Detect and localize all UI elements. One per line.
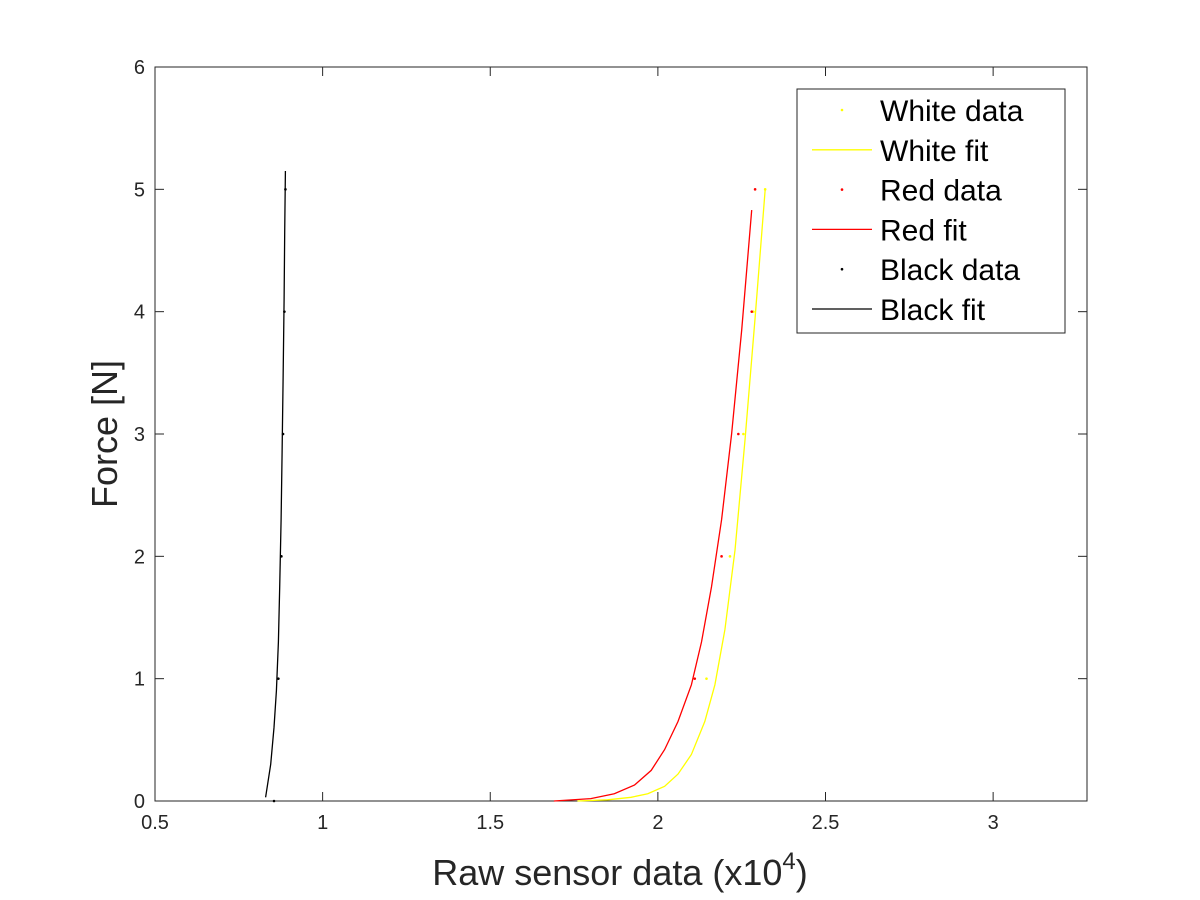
series-layer xyxy=(264,170,767,803)
black-fit-line xyxy=(264,170,287,798)
y-tick-label: 4 xyxy=(134,302,145,324)
black-data-point xyxy=(272,799,276,803)
white-data-point xyxy=(742,432,745,436)
red-data-point xyxy=(753,188,757,191)
legend-swatch-white-data xyxy=(840,108,844,112)
legend-label-white-data: White data xyxy=(880,95,1024,128)
black-data-point xyxy=(277,677,280,680)
ticks: 0.5 1 1.5 2 2.5 3 0 1 2 3 4 5 6 xyxy=(134,57,1087,834)
x-axis-title-suffix: ) xyxy=(796,852,808,893)
y-tick-label: 3 xyxy=(134,424,145,446)
x-tick-label: 1.5 xyxy=(476,812,504,834)
red-fit-line xyxy=(553,210,753,802)
x-tick-label: 2 xyxy=(652,812,663,834)
legend-swatch-black-data xyxy=(840,267,844,271)
white-data-point xyxy=(728,555,732,558)
legend-label-red-data: Red data xyxy=(880,175,1002,208)
y-tick-label: 2 xyxy=(134,546,145,568)
y-tick-label: 6 xyxy=(134,57,145,79)
y-tick-label: 0 xyxy=(134,791,145,813)
legend-label-black-data: Black data xyxy=(880,254,1020,287)
legend-swatch-red-data xyxy=(840,188,844,191)
red-data-point xyxy=(737,432,740,436)
white-fit-line xyxy=(577,189,766,802)
y-axis-title: Force [N] xyxy=(84,360,125,508)
legend-label-black-fit: Black fit xyxy=(880,294,986,327)
x-tick-label: 1 xyxy=(317,812,328,834)
white-data-point xyxy=(705,677,708,680)
legend-label-white-fit: White fit xyxy=(880,135,989,168)
red-data-point xyxy=(693,677,697,680)
red-data-point xyxy=(750,310,754,313)
legend-box xyxy=(796,88,1066,334)
legend: White data White fit Red data Red fit Black … xyxy=(796,88,1066,334)
x-axis-title: Raw sensor data (x104) xyxy=(432,848,808,893)
x-tick-label: 0.5 xyxy=(141,812,169,834)
x-axis-title-main: Raw sensor data (x10 xyxy=(432,852,782,893)
x-axis-title-exponent: 4 xyxy=(782,848,795,875)
x-tick-label: 2.5 xyxy=(812,812,840,834)
legend-label-red-fit: Red fit xyxy=(880,214,967,247)
y-tick-label: 5 xyxy=(134,179,145,201)
red-data-point xyxy=(720,555,723,558)
y-tick-label: 1 xyxy=(134,669,145,691)
x-tick-label: 3 xyxy=(988,812,999,834)
